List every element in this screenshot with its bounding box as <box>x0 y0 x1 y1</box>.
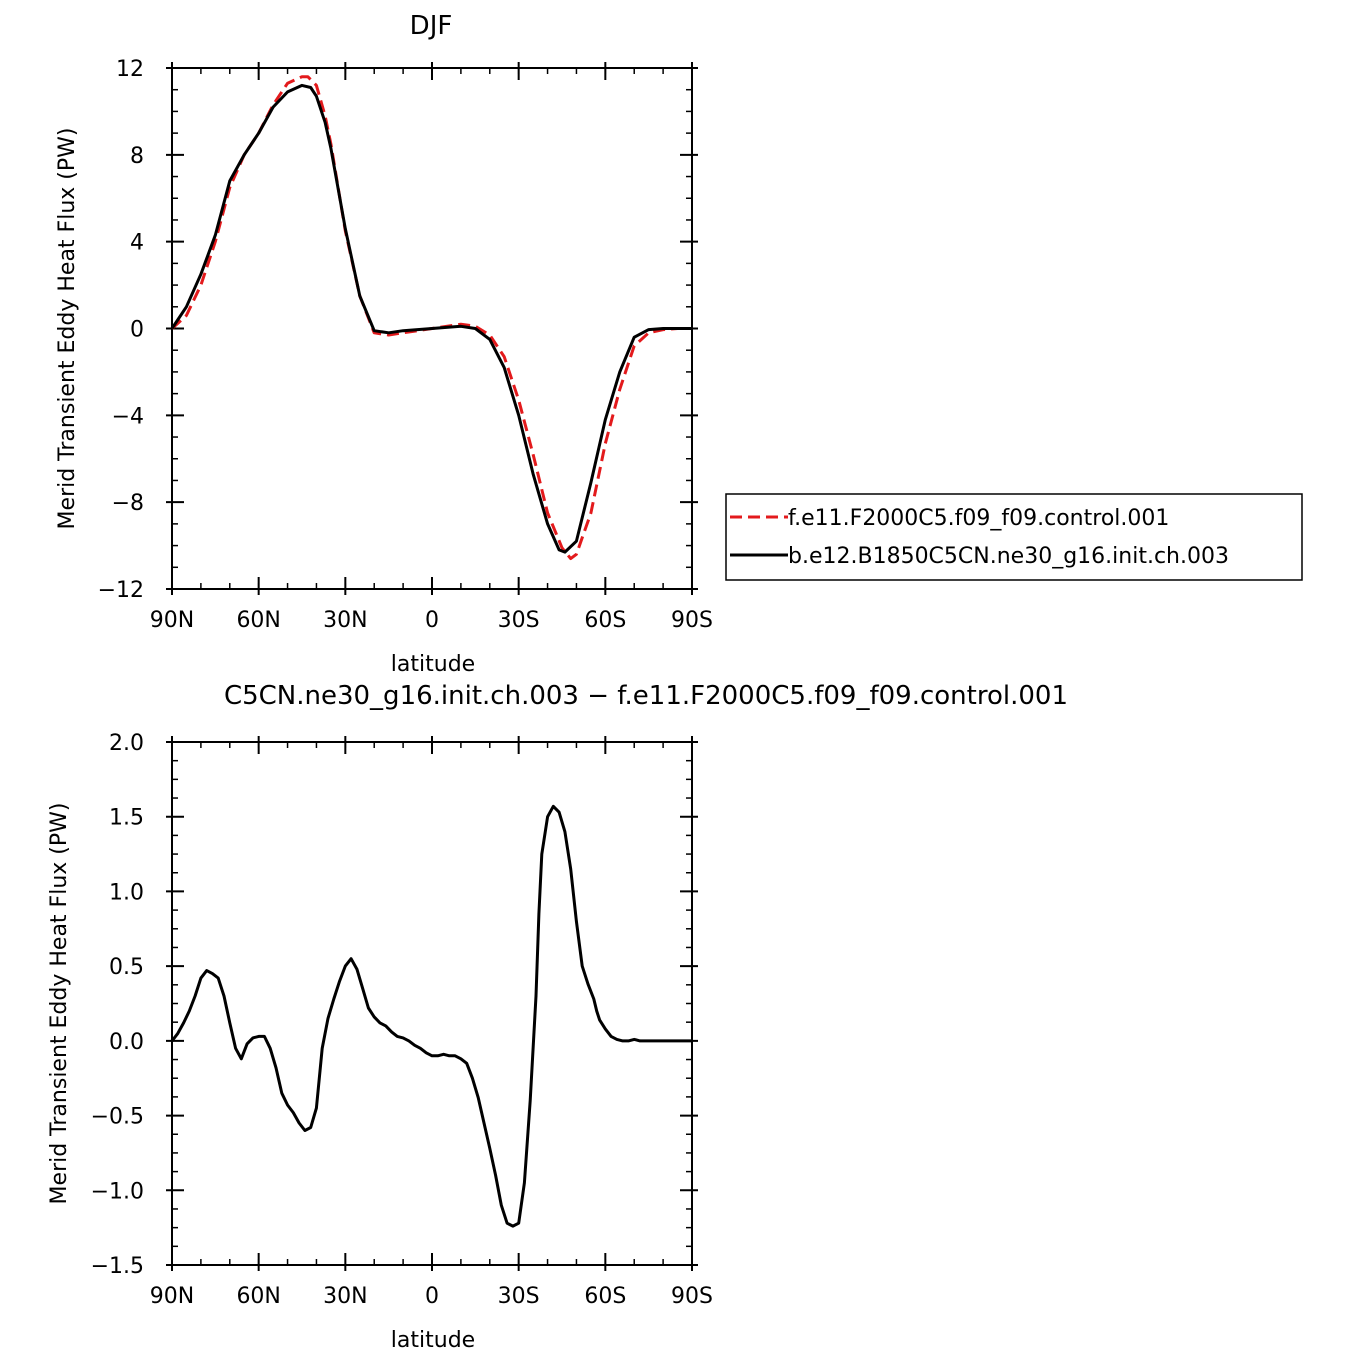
chart-title: C5CN.ne30_g16.init.ch.003 − f.e11.F2000C… <box>224 681 1068 711</box>
x-tick-label: 30S <box>498 608 540 633</box>
x-tick-label: 60N <box>236 1284 280 1309</box>
y-tick-label: −8 <box>112 491 144 516</box>
y-tick-label: 0.0 <box>109 1030 144 1055</box>
x-axis-label: latitude <box>391 652 475 677</box>
top-panel: DJF 90N 60N 30N 0 30S 60S 90S −12 −8 −4 0 4 8 12 latitu… <box>55 11 713 677</box>
y-tick-label: −1.5 <box>91 1254 144 1279</box>
x-tick-label: 60N <box>236 608 280 633</box>
x-tick-label: 90S <box>671 608 713 633</box>
x-tick-label: 30S <box>498 1284 540 1309</box>
y-tick-label: 4 <box>130 231 144 256</box>
x-tick-label: 0 <box>425 1284 439 1309</box>
y-tick-label: −4 <box>112 404 144 429</box>
chart-title: DJF <box>410 11 453 41</box>
legend: f.e11.F2000C5.f09_f09.control.001 b.e12.B… <box>725 493 1303 581</box>
y-tick-label: 1.0 <box>109 880 144 905</box>
legend-label: f.e11.F2000C5.f09_f09.control.001 <box>788 506 1169 531</box>
series-line <box>170 75 692 561</box>
x-tick-label: 30N <box>323 1284 367 1309</box>
x-tick-label: 60S <box>584 1284 626 1309</box>
x-tick-label: 60S <box>584 608 626 633</box>
x-tick-label: 30N <box>323 608 367 633</box>
y-tick-label: 0.5 <box>109 955 144 980</box>
x-tick-label: 0 <box>425 608 439 633</box>
x-tick-label: 90N <box>150 1284 194 1309</box>
y-tick-label: −12 <box>98 578 144 603</box>
legend-label: b.e12.B1850C5CN.ne30_g16.init.ch.003 <box>788 544 1229 569</box>
y-axis-label: Merid Transient Eddy Heat Flux (PW) <box>47 803 72 1205</box>
y-tick-label: 2.0 <box>109 731 144 756</box>
bottom-panel: C5CN.ne30_g16.init.ch.003 − f.e11.F2000C… <box>47 681 1068 1353</box>
y-tick-label: 1.5 <box>109 806 144 831</box>
series-line <box>170 804 692 1228</box>
y-tick-label: 0 <box>130 318 144 343</box>
y-tick-label: 12 <box>116 57 144 82</box>
y-tick-label: −1.0 <box>91 1179 144 1204</box>
series-line <box>170 83 692 554</box>
x-tick-label: 90N <box>150 608 194 633</box>
y-axis-label: Merid Transient Eddy Heat Flux (PW) <box>55 128 80 530</box>
x-axis-label: latitude <box>391 1328 475 1353</box>
legend-box <box>725 493 1303 581</box>
y-tick-label: 8 <box>130 144 144 169</box>
x-tick-label: 90S <box>671 1284 713 1309</box>
plot-frame <box>171 741 693 1266</box>
y-tick-label: −0.5 <box>91 1105 144 1130</box>
